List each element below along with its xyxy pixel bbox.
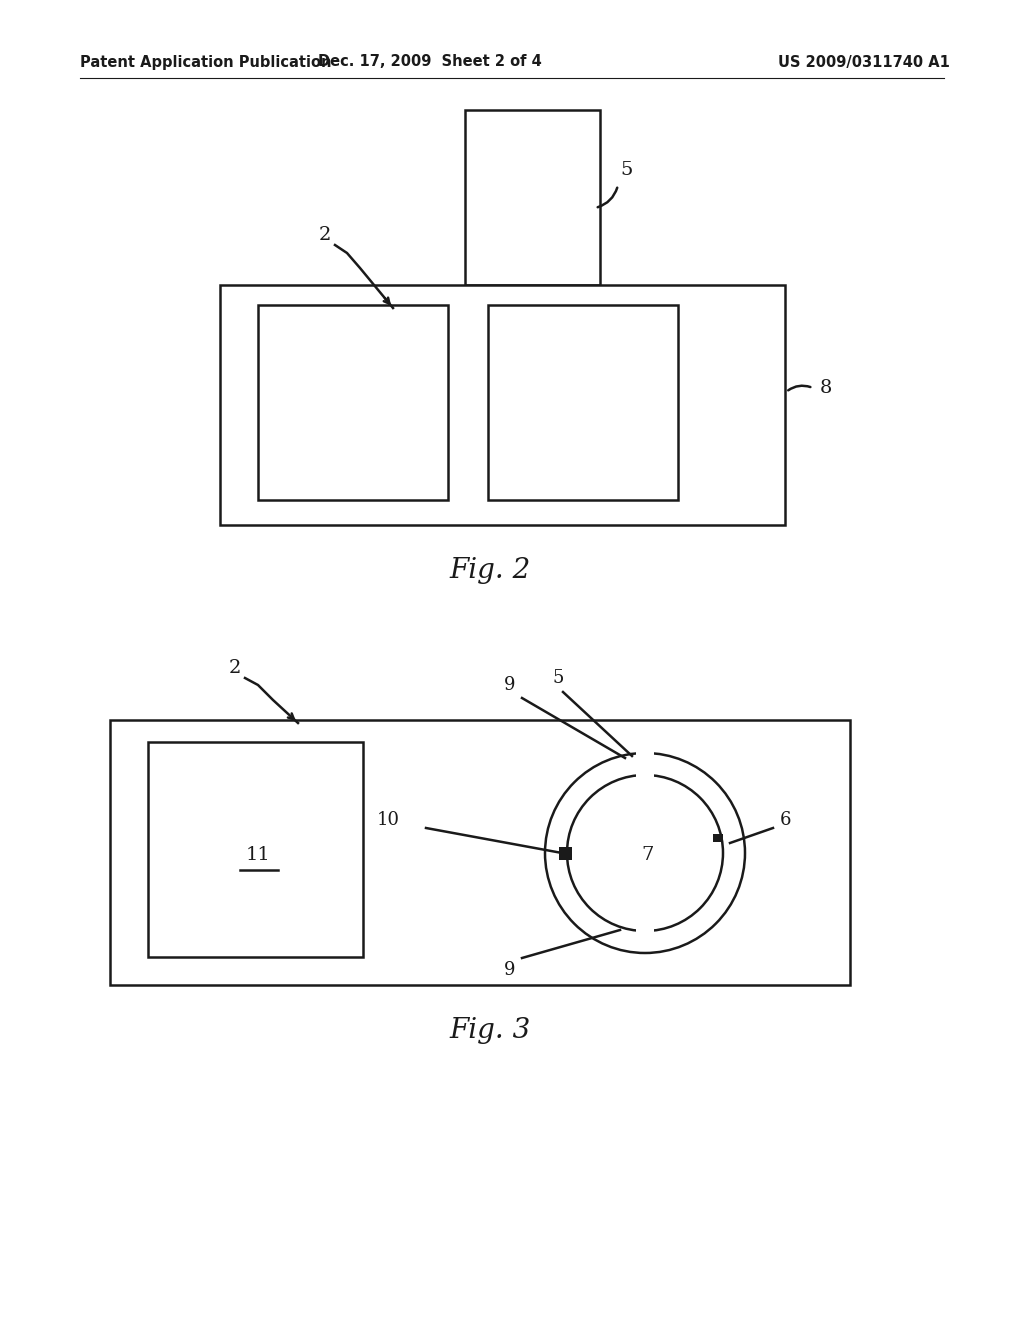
Text: 6: 6 xyxy=(780,810,792,829)
Circle shape xyxy=(545,752,745,953)
Text: Dec. 17, 2009  Sheet 2 of 4: Dec. 17, 2009 Sheet 2 of 4 xyxy=(318,54,542,70)
Text: 2: 2 xyxy=(318,226,331,244)
Text: 9: 9 xyxy=(504,961,516,979)
Text: Patent Application Publication: Patent Application Publication xyxy=(80,54,332,70)
Text: 5: 5 xyxy=(620,161,633,180)
Text: 7: 7 xyxy=(642,846,654,865)
Text: Fig. 3: Fig. 3 xyxy=(450,1016,530,1044)
Text: 8: 8 xyxy=(820,379,833,397)
Bar xyxy=(488,305,678,500)
Bar xyxy=(713,834,723,842)
Text: 2: 2 xyxy=(228,659,242,677)
Bar xyxy=(258,305,449,500)
Circle shape xyxy=(567,775,723,931)
Bar xyxy=(110,719,850,985)
Bar xyxy=(636,911,654,940)
Text: 10: 10 xyxy=(377,810,400,829)
Bar xyxy=(636,751,654,780)
Text: 5: 5 xyxy=(552,669,563,686)
Bar xyxy=(148,742,362,957)
Bar xyxy=(465,110,600,285)
Bar xyxy=(559,847,572,861)
Text: 9: 9 xyxy=(504,676,516,694)
Bar xyxy=(220,285,785,525)
Text: 11: 11 xyxy=(246,846,270,865)
Text: Fig. 2: Fig. 2 xyxy=(450,557,530,583)
Text: US 2009/0311740 A1: US 2009/0311740 A1 xyxy=(778,54,950,70)
